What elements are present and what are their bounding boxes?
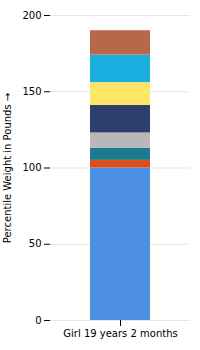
svg-text:Girl 19 years 2 months: Girl 19 years 2 months xyxy=(63,328,177,339)
svg-text:100: 100 xyxy=(22,162,41,173)
svg-text:Percentile Weight in Pounds →: Percentile Weight in Pounds → xyxy=(2,93,13,243)
svg-text:0: 0 xyxy=(35,315,41,326)
svg-text:200: 200 xyxy=(22,10,41,21)
svg-text:150: 150 xyxy=(22,86,41,97)
svg-text:50: 50 xyxy=(29,238,42,249)
